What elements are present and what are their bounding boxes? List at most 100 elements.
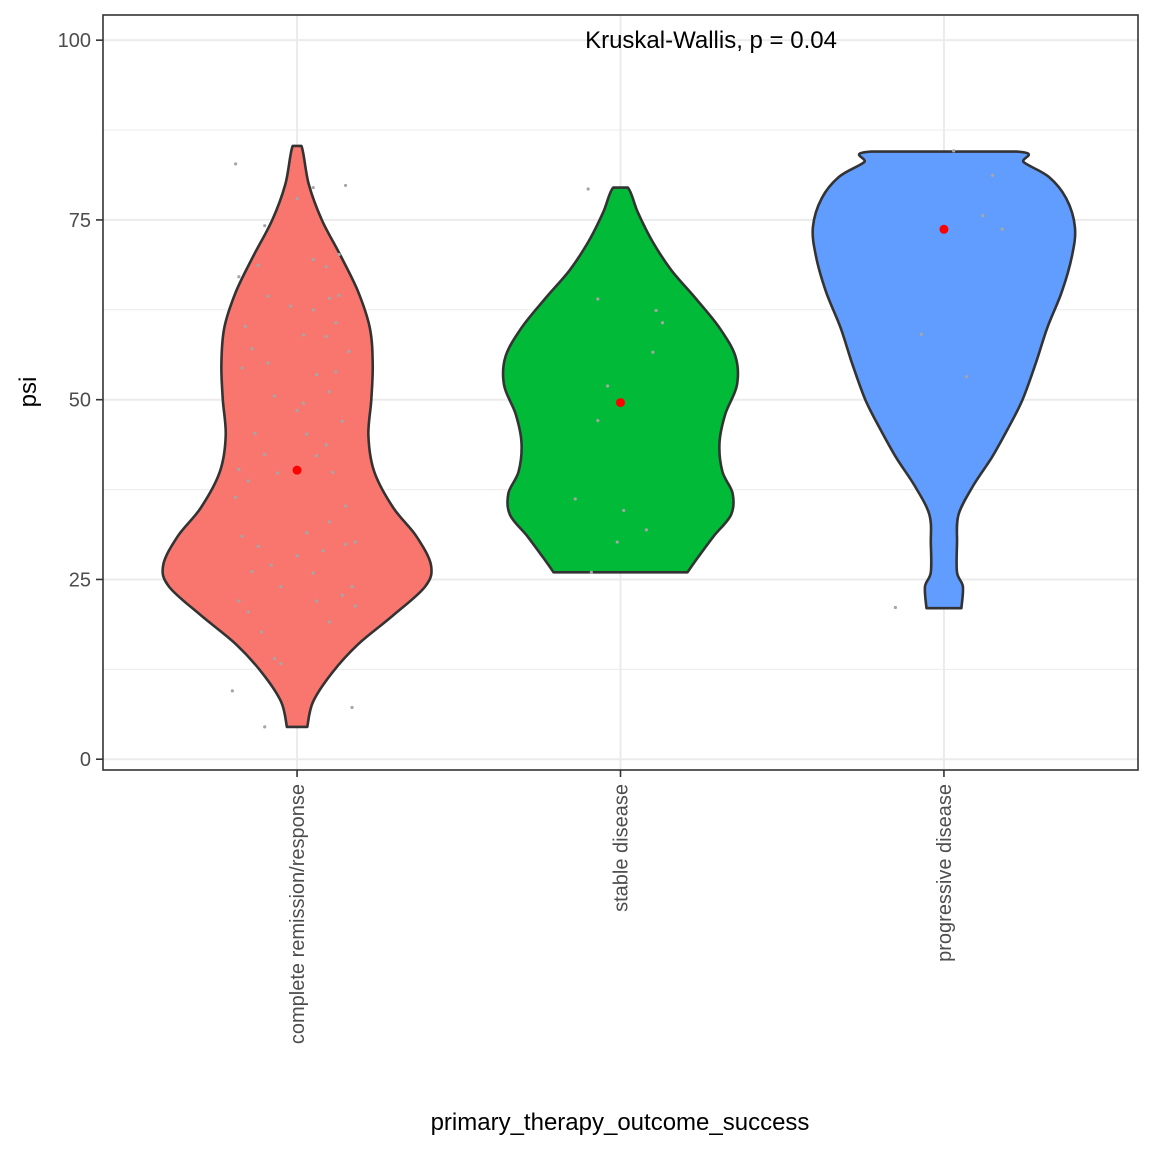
jitter-point	[269, 563, 273, 567]
jitter-point	[347, 349, 351, 354]
jitter-point	[964, 375, 969, 379]
jitter-point	[981, 214, 985, 218]
jitter-point	[324, 443, 328, 447]
x-axis-title: primary_therapy_outcome_success	[431, 1109, 810, 1136]
violin-1	[501, 186, 740, 574]
jitter-point	[246, 479, 251, 483]
jitter-point	[990, 173, 995, 177]
kruskal-wallis-annotation: Kruskal-Wallis, p = 0.04	[585, 27, 837, 54]
y-axis: 0 25 50 75 100	[58, 30, 103, 771]
jitter-point	[250, 569, 254, 574]
jitter-point	[263, 224, 267, 228]
jitter-point	[253, 431, 257, 436]
jitter-point	[893, 605, 898, 610]
jitter-point	[301, 333, 306, 337]
x-axis: complete remission/response stable diseas…	[287, 770, 956, 1044]
violins	[161, 144, 1077, 729]
jitter-point	[301, 401, 306, 405]
jitter-point	[331, 470, 335, 474]
jitter-point	[276, 471, 280, 475]
jitter-point	[279, 585, 283, 589]
jitter-point	[311, 185, 315, 190]
jitter-point	[337, 252, 341, 257]
jitter-point	[230, 689, 234, 693]
jitter-point	[353, 540, 357, 544]
jitter-point	[327, 520, 332, 524]
y-tick-label: 100	[58, 30, 91, 52]
jitter-point	[334, 321, 338, 325]
y-tick-label: 0	[80, 749, 91, 771]
jitter-point	[240, 534, 244, 538]
jitter-point	[321, 549, 325, 553]
jitter-points	[230, 149, 1004, 729]
jitter-point	[350, 705, 354, 710]
x-tick-label: progressive disease	[934, 784, 956, 962]
jitter-point	[327, 296, 332, 300]
jitter-point	[272, 394, 277, 398]
jitter-point	[305, 432, 309, 436]
jitter-point	[615, 540, 619, 544]
jitter-point	[311, 257, 315, 262]
jitter-point	[340, 593, 344, 597]
y-tick-label: 50	[69, 390, 91, 412]
jitter-point	[952, 149, 956, 153]
jitter-point	[237, 599, 241, 603]
jitter-point	[237, 275, 241, 279]
jitter-point	[234, 495, 238, 500]
jitter-point	[324, 265, 328, 269]
jitter-point	[654, 308, 658, 313]
jitter-point	[343, 183, 348, 188]
x-tick-label: complete remission/response	[287, 784, 309, 1044]
median-point	[292, 465, 302, 475]
jitter-point	[256, 544, 260, 548]
jitter-point	[240, 366, 244, 370]
jitter-point	[1000, 227, 1004, 231]
jitter-point	[327, 390, 332, 394]
jitter-point	[324, 334, 328, 339]
jitter-point	[334, 370, 338, 374]
jitter-point	[295, 408, 299, 413]
jitter-point	[295, 554, 299, 558]
jitter-point	[919, 332, 923, 336]
jitter-point	[651, 350, 655, 354]
jitter-point	[279, 661, 283, 666]
jitter-point	[327, 620, 332, 624]
jitter-point	[589, 570, 593, 574]
jitter-point	[596, 297, 600, 301]
jitter-point	[311, 308, 315, 312]
jitter-point	[250, 347, 254, 351]
jitter-point	[353, 604, 357, 608]
jitter-point	[586, 187, 590, 191]
jitter-point	[605, 384, 610, 388]
jitter-point	[350, 585, 354, 589]
jitter-point	[343, 542, 348, 546]
jitter-point	[314, 599, 319, 603]
y-axis-title: psi	[15, 377, 42, 408]
jitter-point	[263, 452, 267, 456]
jitter-point	[263, 725, 267, 729]
violin-2	[811, 150, 1077, 610]
jitter-point	[644, 528, 648, 532]
jitter-point	[337, 293, 341, 298]
jitter-point	[288, 304, 293, 308]
jitter-point	[256, 263, 260, 267]
jitter-point	[305, 531, 309, 535]
jitter-point	[340, 419, 344, 423]
jitter-point	[295, 196, 299, 200]
jitter-point	[259, 630, 264, 634]
jitter-point	[314, 372, 319, 377]
y-tick-label: 25	[69, 569, 91, 591]
jitter-point	[266, 294, 270, 298]
jitter-point	[573, 497, 577, 501]
median-point	[616, 398, 625, 408]
median-point	[939, 224, 949, 234]
x-tick-label: stable disease	[611, 784, 633, 912]
jitter-point	[311, 571, 315, 575]
jitter-point	[272, 656, 277, 661]
jitter-point	[596, 418, 600, 423]
jitter-point	[266, 361, 270, 365]
jitter-point	[314, 454, 319, 458]
jitter-point	[234, 162, 238, 166]
jitter-point	[660, 321, 665, 325]
